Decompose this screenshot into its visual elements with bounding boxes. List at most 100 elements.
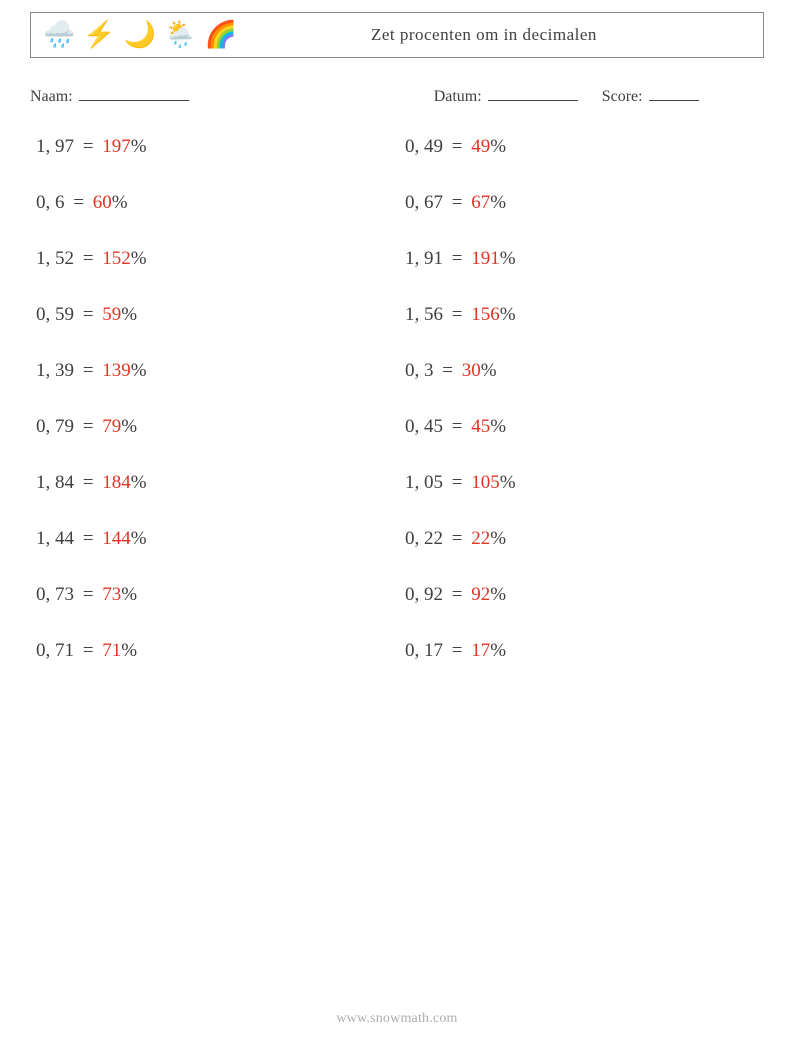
problem-item: 0, 71 = 71% [36, 640, 395, 662]
answer-value: 92 [471, 584, 490, 605]
decimal-value: 0, 79 [36, 416, 74, 437]
decimal-value: 0, 92 [405, 584, 443, 605]
problem-item: 0, 6 = 60% [36, 192, 395, 214]
equals-sign: = [78, 248, 98, 269]
score-field: Score: [602, 88, 699, 106]
equals-sign: = [447, 472, 467, 493]
answer-value: 191 [471, 248, 500, 269]
answer-value: 156 [471, 304, 500, 325]
equals-sign: = [69, 192, 89, 213]
decimal-value: 0, 45 [405, 416, 443, 437]
cloud-rain-icon: 🌧️ [43, 22, 75, 48]
sun-rain-icon: 🌦️ [164, 22, 196, 48]
decimal-value: 0, 22 [405, 528, 443, 549]
problem-item: 0, 22 = 22% [405, 528, 764, 550]
rainbow-icon: 🌈 [205, 22, 237, 48]
percent-sign: % [131, 360, 147, 381]
name-field: Naam: [30, 88, 434, 106]
equals-sign: = [447, 248, 467, 269]
equals-sign: = [447, 136, 467, 157]
percent-sign: % [121, 416, 137, 437]
answer-value: 71 [102, 640, 121, 661]
percent-sign: % [490, 640, 506, 661]
equals-sign: = [447, 640, 467, 661]
answer-value: 45 [471, 416, 490, 437]
percent-sign: % [481, 360, 497, 381]
equals-sign: = [438, 360, 458, 381]
answer-value: 60 [93, 192, 112, 213]
answer-value: 197 [102, 136, 131, 157]
decimal-value: 1, 44 [36, 528, 74, 549]
problem-item: 0, 79 = 79% [36, 416, 395, 438]
moon-cloud-icon: 🌙 [124, 22, 156, 48]
percent-sign: % [121, 584, 137, 605]
percent-sign: % [490, 584, 506, 605]
name-label: Naam: [30, 88, 73, 105]
problems-grid: 1, 97 = 197%0, 49 = 49%0, 6 = 60%0, 67 =… [30, 136, 764, 662]
problem-item: 0, 17 = 17% [405, 640, 764, 662]
answer-value: 144 [102, 528, 131, 549]
percent-sign: % [121, 640, 137, 661]
decimal-value: 1, 97 [36, 136, 74, 157]
equals-sign: = [447, 528, 467, 549]
percent-sign: % [490, 136, 506, 157]
answer-value: 49 [471, 136, 490, 157]
problem-item: 0, 45 = 45% [405, 416, 764, 438]
equals-sign: = [447, 416, 467, 437]
decimal-value: 0, 6 [36, 192, 65, 213]
problem-item: 1, 91 = 191% [405, 248, 764, 270]
decimal-value: 1, 05 [405, 472, 443, 493]
answer-value: 152 [102, 248, 131, 269]
decimal-value: 0, 3 [405, 360, 434, 381]
percent-sign: % [131, 136, 147, 157]
header: 🌧️ ⚡ 🌙 🌦️ 🌈 Zet procenten om in decimale… [30, 12, 764, 58]
percent-sign: % [500, 472, 516, 493]
decimal-value: 1, 56 [405, 304, 443, 325]
problem-item: 0, 3 = 30% [405, 360, 764, 382]
problem-item: 1, 84 = 184% [36, 472, 395, 494]
percent-sign: % [131, 472, 147, 493]
answer-value: 59 [102, 304, 121, 325]
answer-value: 30 [462, 360, 481, 381]
percent-sign: % [500, 248, 516, 269]
problem-item: 1, 97 = 197% [36, 136, 395, 158]
problem-item: 0, 92 = 92% [405, 584, 764, 606]
answer-value: 184 [102, 472, 131, 493]
score-blank [649, 100, 699, 101]
equals-sign: = [447, 584, 467, 605]
percent-sign: % [131, 248, 147, 269]
answer-value: 79 [102, 416, 121, 437]
meta-row: Naam: Datum: Score: [30, 88, 764, 106]
answer-value: 67 [471, 192, 490, 213]
problem-item: 0, 49 = 49% [405, 136, 764, 158]
score-label: Score: [602, 88, 643, 105]
equals-sign: = [447, 192, 467, 213]
decimal-value: 0, 59 [36, 304, 74, 325]
percent-sign: % [121, 304, 137, 325]
date-label: Datum: [434, 88, 482, 105]
answer-value: 105 [471, 472, 500, 493]
answer-value: 73 [102, 584, 121, 605]
equals-sign: = [78, 640, 98, 661]
decimal-value: 0, 73 [36, 584, 74, 605]
percent-sign: % [131, 528, 147, 549]
answer-value: 22 [471, 528, 490, 549]
date-blank [488, 100, 578, 101]
problem-item: 1, 52 = 152% [36, 248, 395, 270]
percent-sign: % [112, 192, 128, 213]
lightning-icon: ⚡ [83, 22, 115, 48]
percent-sign: % [490, 416, 506, 437]
problem-item: 1, 39 = 139% [36, 360, 395, 382]
header-icons: 🌧️ ⚡ 🌙 🌦️ 🌈 [43, 22, 237, 48]
equals-sign: = [78, 472, 98, 493]
decimal-value: 0, 49 [405, 136, 443, 157]
percent-sign: % [500, 304, 516, 325]
problem-item: 1, 56 = 156% [405, 304, 764, 326]
equals-sign: = [78, 136, 98, 157]
worksheet-title: Zet procenten om in decimalen [237, 25, 751, 45]
percent-sign: % [490, 192, 506, 213]
percent-sign: % [490, 528, 506, 549]
problem-item: 1, 44 = 144% [36, 528, 395, 550]
equals-sign: = [78, 584, 98, 605]
equals-sign: = [78, 416, 98, 437]
